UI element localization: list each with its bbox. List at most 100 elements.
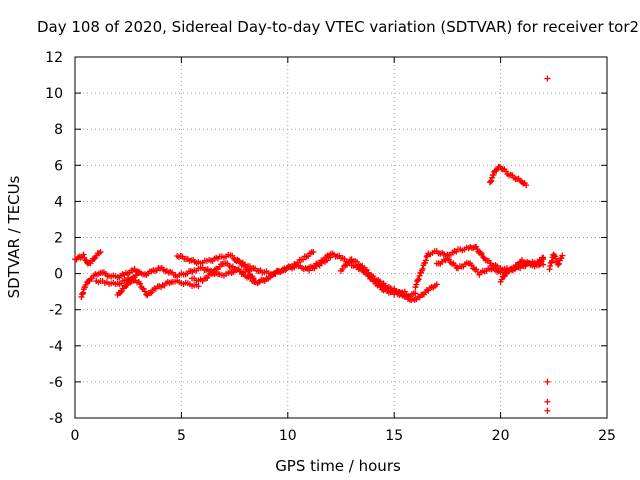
x-tick-label: 5 (177, 428, 186, 444)
grid (75, 57, 607, 418)
y-tick-label: 8 (54, 122, 63, 138)
series-arc-3 (93, 274, 202, 299)
data-point (216, 251, 232, 261)
data-point (178, 279, 191, 287)
y-tick-label: 10 (45, 86, 63, 102)
series-arc-4 (114, 268, 142, 298)
series-arc-12 (433, 255, 547, 278)
data-point (103, 279, 119, 288)
data-point (433, 281, 440, 288)
data-point (248, 265, 264, 275)
data-point (380, 286, 396, 296)
data-point (559, 252, 566, 259)
data-point (72, 254, 81, 263)
data-point (401, 288, 408, 295)
x-tick-label: 20 (492, 428, 510, 444)
data-point (544, 398, 551, 405)
data-point (195, 257, 210, 267)
axis-ticks: 0 5 10 15 20 25 -8 -6 -4 -2 0 2 4 6 8 10 12 (45, 50, 616, 444)
data-point (506, 171, 517, 181)
series-arc-5 (174, 248, 317, 278)
data-point (472, 243, 482, 255)
y-tick-label: 0 (54, 267, 63, 283)
data-point (135, 268, 142, 275)
x-tick-label: 25 (598, 428, 616, 444)
data-point (93, 277, 108, 287)
data-point (114, 277, 130, 288)
data-point (274, 265, 290, 275)
data-point (216, 270, 230, 279)
data-point (486, 265, 502, 275)
data-point (550, 251, 561, 266)
data-point (106, 272, 119, 280)
data-point (491, 165, 501, 175)
data-point (157, 264, 170, 275)
series-arc-15 (546, 251, 566, 273)
data-point (295, 262, 311, 273)
y-tick-label: -4 (49, 339, 63, 355)
data-point (220, 260, 236, 271)
data-point (359, 264, 375, 282)
data-point (76, 253, 86, 261)
y-tick-label: 6 (54, 158, 63, 174)
series-arc-14 (486, 163, 530, 189)
series-outliers (544, 75, 551, 414)
data-point (482, 257, 494, 267)
data-point (93, 250, 103, 259)
data-point (555, 255, 565, 268)
data-point (231, 266, 247, 278)
data-point (184, 255, 200, 267)
x-tick-label: 10 (279, 428, 297, 444)
series-arc-1 (72, 248, 104, 267)
series-arc-9 (338, 256, 419, 301)
data-point (544, 378, 551, 385)
data-point (433, 256, 449, 267)
series-arc-7 (231, 256, 270, 286)
data-point (135, 278, 150, 298)
data-point (544, 75, 551, 82)
data-point (495, 163, 505, 172)
data-point (114, 270, 128, 281)
y-tick-label: -6 (49, 375, 63, 391)
data-point (231, 256, 247, 269)
y-tick-label: 12 (45, 50, 63, 66)
data-point (535, 255, 546, 269)
data-point (433, 248, 449, 260)
y-tick-label: 2 (54, 231, 63, 247)
series-arc-10 (359, 264, 408, 298)
data-point (455, 259, 470, 272)
data-point (89, 254, 99, 264)
y-tick-label: 4 (54, 194, 63, 210)
data-point (512, 175, 524, 184)
data-point (263, 276, 270, 283)
data-point (306, 260, 321, 271)
data-point (486, 171, 497, 186)
x-tick-label: 0 (71, 428, 80, 444)
x-axis-label: GPS time / hours (275, 457, 401, 475)
data-point (310, 248, 317, 255)
data-point (412, 290, 419, 297)
data-point (444, 247, 460, 258)
data-point (182, 268, 196, 278)
data-point (523, 182, 530, 189)
chart-title: Day 108 of 2020, Sidereal Day-to-day VTE… (37, 18, 639, 36)
data-point (499, 166, 511, 178)
data-point (540, 254, 547, 261)
data-point (425, 282, 439, 294)
data-point (165, 268, 179, 279)
data-point (544, 407, 551, 414)
data-point (189, 275, 204, 284)
data-point (252, 276, 268, 286)
data-point (518, 179, 528, 187)
data-point (476, 265, 492, 278)
data-point (465, 260, 481, 276)
data-point (316, 252, 332, 266)
data-point (206, 254, 221, 264)
x-tick-label: 15 (385, 428, 403, 444)
data-point (199, 270, 215, 284)
data-point (369, 277, 386, 293)
data-point (327, 250, 343, 260)
y-axis-label: SDTVAR / TECUs (5, 175, 23, 298)
data-point (195, 283, 202, 290)
